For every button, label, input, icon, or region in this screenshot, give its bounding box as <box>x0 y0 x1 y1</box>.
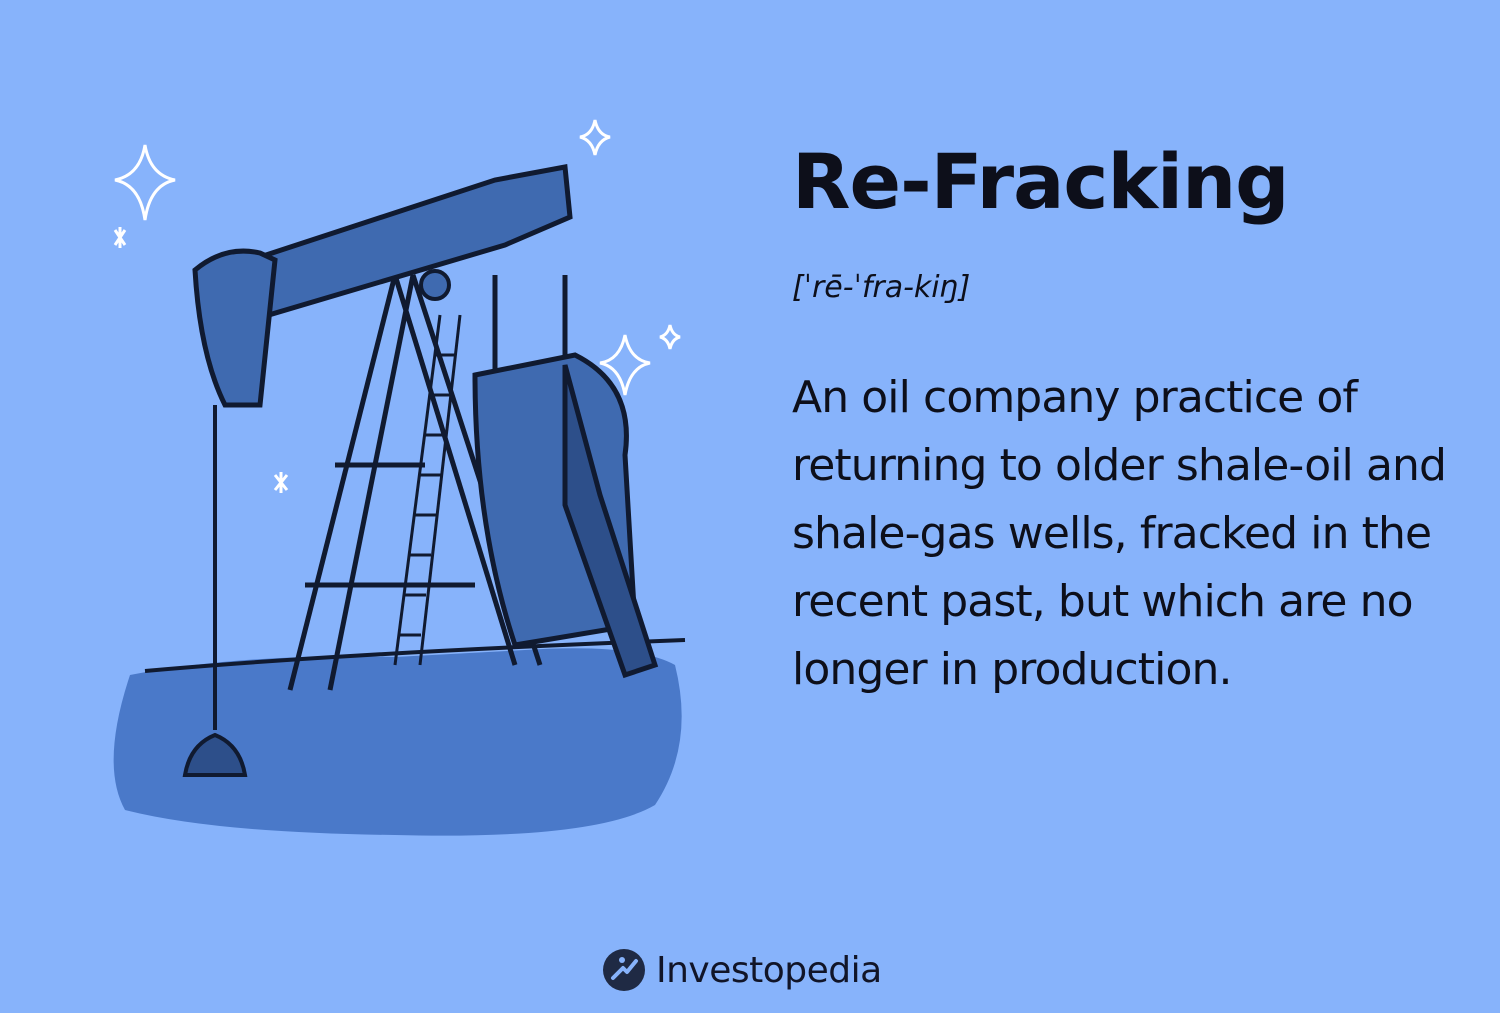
definition-text: An oil company practice of returning to … <box>792 371 1447 695</box>
ladder <box>393 314 462 666</box>
horse-head <box>192 248 278 408</box>
pumpjack-illustration <box>113 119 686 836</box>
wellhead <box>182 732 248 777</box>
saddle-bearing <box>419 269 451 301</box>
sparkle-icons <box>113 119 681 493</box>
pronunciation: [ˈrē-ˈfra-kiŋ] <box>792 269 971 305</box>
brand-footer: Investopedia <box>602 944 882 996</box>
ground-patch <box>113 648 682 836</box>
brand-name: Investopedia <box>656 949 882 991</box>
crank <box>562 364 659 679</box>
investopedia-logo-icon <box>603 949 645 991</box>
ground-line <box>144 638 686 673</box>
term-title: Re-Fracking <box>792 137 1290 226</box>
a-frame <box>287 274 543 691</box>
definition-block: Re-Fracking [ˈrē-ˈfra-kiŋ] An oil compan… <box>792 140 1472 704</box>
